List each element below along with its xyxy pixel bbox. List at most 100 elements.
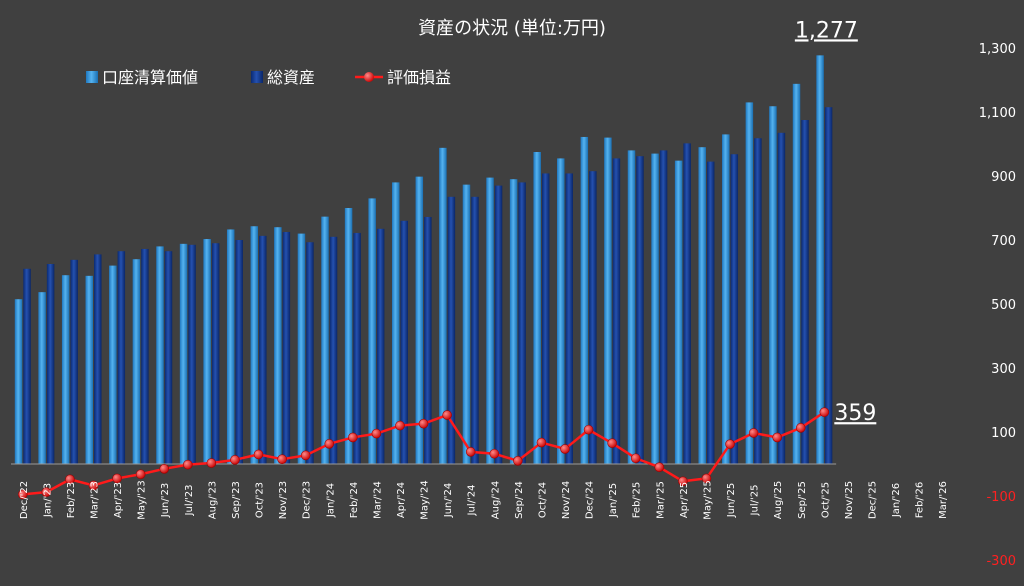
pnl-point <box>41 487 52 497</box>
legend-swatch-account-value <box>86 71 98 83</box>
pnl-point <box>65 474 75 485</box>
x-tick-label: Oct/'25 <box>820 482 831 518</box>
pnl-point <box>701 473 712 484</box>
bar-account-value <box>226 229 235 464</box>
x-tick-label: Dec/'23 <box>302 481 313 519</box>
bar-total-assets <box>329 236 338 464</box>
x-tick-label: Jul/'24 <box>467 485 478 517</box>
bar-account-value <box>604 137 612 464</box>
bar-total-assets <box>282 232 291 464</box>
x-tick-label: May/'24 <box>420 480 431 520</box>
bar-total-assets <box>46 264 55 464</box>
legend-swatch-pnl-marker <box>364 72 374 82</box>
bar-total-assets <box>636 156 644 464</box>
bar-total-assets <box>730 154 739 465</box>
bar-account-value <box>38 292 46 464</box>
bar-account-value <box>61 275 70 464</box>
x-tick-label: Sep/'24 <box>514 481 525 519</box>
bar-account-value <box>745 102 754 465</box>
bar-account-value <box>462 184 471 464</box>
pnl-point <box>253 449 264 460</box>
pnl-point <box>418 418 429 429</box>
y-tick-label: 700 <box>991 234 1016 249</box>
bar-total-assets <box>259 235 267 464</box>
bar-account-value <box>274 227 282 464</box>
y-tick-label: 900 <box>991 170 1016 185</box>
bar-account-value <box>85 275 94 464</box>
y-tick-label: 1,300 <box>979 42 1016 57</box>
pnl-point <box>348 432 358 443</box>
bar-account-value <box>722 134 730 464</box>
bar-total-assets <box>659 150 668 464</box>
pnl-point <box>536 437 547 448</box>
y-tick-label: -100 <box>986 490 1016 505</box>
pnl-point <box>583 424 594 435</box>
pnl-point <box>277 454 287 465</box>
bar-account-value <box>674 160 683 464</box>
pnl-point <box>489 448 500 459</box>
bar-total-assets <box>565 173 574 464</box>
x-tick-label: Aug/'25 <box>773 481 784 519</box>
bar-total-assets <box>447 196 456 465</box>
x-tick-label: Mar/'24 <box>372 481 383 519</box>
bar-total-assets <box>754 138 762 465</box>
x-tick-label: Jul/'25 <box>750 485 761 517</box>
bar-total-assets <box>589 171 597 464</box>
chart-title: 資産の状況 (単位:万円) <box>418 18 606 39</box>
bar-account-value <box>651 153 659 464</box>
x-axis: Dec/'22 Jan/'23 Feb/'23 Mar/'23 Apr/'23 May/'… <box>19 480 949 520</box>
pnl-point <box>88 480 99 491</box>
pnl-point <box>560 444 570 454</box>
value-annotation: 1,277 <box>795 18 858 43</box>
bar-total-assets <box>683 143 691 465</box>
x-tick-label: Jun/'25 <box>726 483 737 518</box>
x-tick-label: Apr/'23 <box>113 482 124 518</box>
x-tick-label: May/'25 <box>702 480 713 520</box>
bar-account-value <box>344 208 353 464</box>
bar-total-assets <box>211 243 220 464</box>
y-tick-label: 1,100 <box>979 106 1016 121</box>
bar-total-assets <box>94 254 102 464</box>
bar-account-value <box>321 216 329 464</box>
bar-account-value <box>627 150 636 464</box>
bar-total-assets <box>612 158 621 464</box>
value-annotation: 359 <box>834 401 876 426</box>
pnl-point <box>819 407 830 417</box>
bar-total-assets <box>235 240 243 464</box>
pnl-point <box>230 455 240 465</box>
bar-total-assets <box>141 248 149 464</box>
pnl-point <box>795 423 806 433</box>
bar-account-value <box>368 198 376 464</box>
x-tick-label: Aug/'24 <box>490 481 501 519</box>
bar-total-assets <box>424 216 432 464</box>
bar-total-assets <box>824 107 833 464</box>
pnl-point <box>300 450 311 461</box>
pnl-point <box>678 476 688 487</box>
bar-total-assets <box>706 161 715 464</box>
y-tick-label: 300 <box>991 362 1016 377</box>
bar-account-value <box>509 179 518 464</box>
x-tick-label: Jan/'23 <box>42 483 53 518</box>
bar-account-value <box>580 136 589 464</box>
bar-account-value <box>415 176 424 464</box>
legend-label-pnl: 評価損益 <box>387 68 451 87</box>
pnl-point <box>465 447 476 457</box>
x-tick-label: Oct/'23 <box>255 482 266 518</box>
bar-total-assets <box>188 244 196 464</box>
pnl-point <box>748 428 759 438</box>
x-tick-label: Aug/'23 <box>207 481 218 519</box>
x-tick-label: Feb/'25 <box>632 482 643 519</box>
x-tick-label: Dec/'24 <box>585 481 596 519</box>
x-tick-label: Nov/'23 <box>278 481 289 519</box>
x-tick-label: Sep/'23 <box>231 481 242 519</box>
bar-account-value <box>698 147 706 464</box>
bar-account-value <box>439 147 447 464</box>
bar-total-assets <box>541 173 550 464</box>
bar-total-assets <box>117 251 126 464</box>
pnl-point <box>371 428 382 439</box>
x-tick-label: Dec/'22 <box>19 481 30 519</box>
pnl-point <box>772 432 782 443</box>
x-tick-label: Jun/'24 <box>443 483 454 518</box>
pnl-point <box>324 439 335 449</box>
bar-account-value <box>557 158 565 464</box>
